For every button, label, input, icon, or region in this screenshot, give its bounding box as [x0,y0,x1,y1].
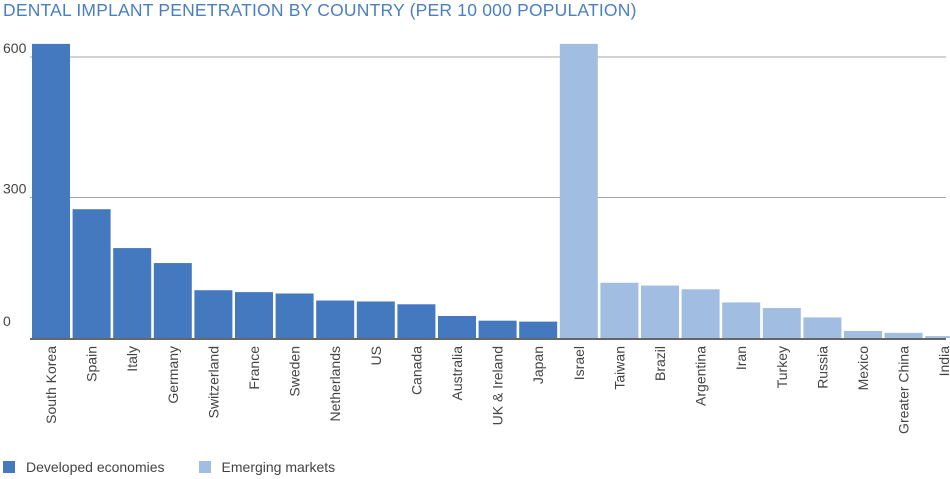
bar-russia [803,317,842,338]
legend-swatch-emerging [198,461,211,473]
bar-australia [438,315,476,338]
x-tick-label: Brazil [652,346,668,381]
bar-turkey [762,308,801,338]
bar-us [356,301,395,338]
bar-israel [559,43,598,339]
x-tick-label: France [246,346,262,390]
x-tick-label: UK & Ireland [490,346,506,425]
bar-iran [722,302,761,338]
bar-canada [397,304,436,338]
bar-france [235,292,273,338]
legend-label-emerging: Emerging markets [221,459,336,475]
bar-netherlands [316,300,355,338]
x-tick-label: Israel [571,346,587,380]
x-tick-label: South Korea [43,346,59,424]
legend-label-developed: Developed economies [26,459,165,475]
bar-mexico [844,330,882,338]
bar-argentina [681,289,720,338]
x-tick-label: US [368,346,384,365]
bar-switzerland [194,290,233,338]
legend: Developed economies Emerging markets [3,459,369,475]
bar-italy [113,248,152,338]
x-tick-label: India [936,346,950,377]
bar-germany [153,263,192,338]
y-tick-label: 300 [3,181,27,197]
legend-item-emerging: Emerging markets [198,459,336,475]
x-tick-label: Switzerland [205,346,221,418]
x-tick-label: Italy [124,346,140,372]
x-tick-label: Australia [449,346,465,401]
bar-sweden [275,293,314,338]
x-tick-label: Japan [530,346,546,384]
y-tick-label: 0 [3,313,11,329]
bar-spain [72,209,111,338]
x-tick-label: Spain [84,346,100,382]
x-tick-label: Russia [814,346,830,389]
x-tick-label: Taiwan [611,346,627,390]
bar-taiwan [600,282,639,338]
bar-greater-china [884,332,923,338]
chart-title: DENTAL IMPLANT PENETRATION BY COUNTRY (P… [3,0,637,20]
x-tick-label: Argentina [693,346,709,406]
bar-japan [519,321,558,338]
bar-south-korea [32,43,70,339]
x-tick-label: Iran [733,346,749,370]
bar-brazil [641,285,679,338]
x-tick-label: Mexico [855,346,871,391]
legend-item-developed: Developed economies [3,459,165,475]
bar-uk-ireland [478,320,517,338]
x-tick-label: Greater China [896,346,912,434]
x-tick-label: Turkey [774,346,790,388]
x-tick-label: Germany [165,346,181,404]
y-tick-label: 600 [3,40,27,56]
legend-swatch-developed [3,461,15,473]
bar-india [925,336,950,338]
x-tick-label: Canada [408,346,424,395]
x-tick-label: Sweden [287,346,303,397]
x-tick-label: Netherlands [327,346,343,422]
